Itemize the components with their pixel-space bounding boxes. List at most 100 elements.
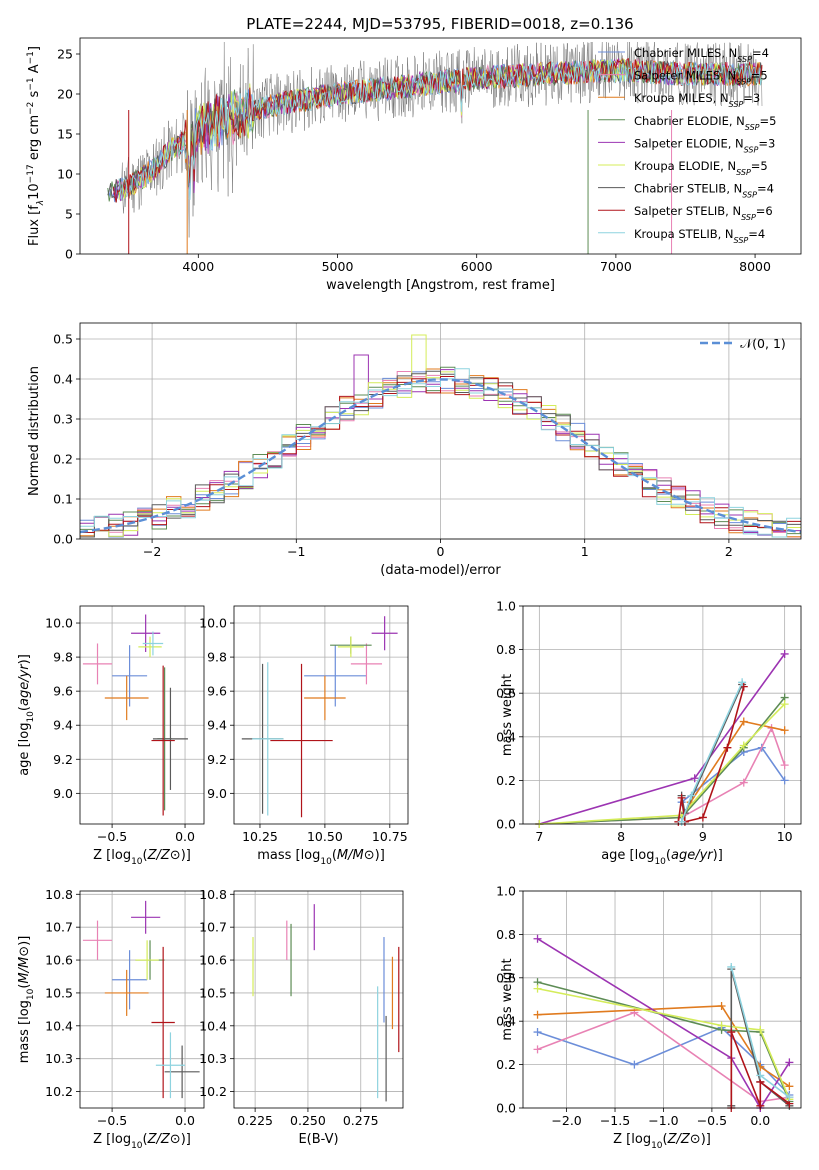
label-part: erg cm bbox=[27, 115, 42, 164]
y-tick-label: 0 bbox=[65, 247, 73, 262]
label-part: =4 bbox=[748, 227, 765, 241]
x-tick-label: −1 bbox=[287, 544, 305, 559]
x-tick-label: 10 bbox=[777, 829, 793, 844]
errorbar-panel: −0.5 0.09.09.29.49.69.810.0Z [log10(Z/Z⊙)… bbox=[17, 605, 205, 867]
label-part: SSP bbox=[736, 77, 751, 86]
label-part: Kroupa MILES, N bbox=[634, 91, 729, 105]
x-tick-label: 4000 bbox=[182, 259, 214, 274]
mass-weight-marker bbox=[780, 700, 789, 709]
label-part: ( bbox=[143, 848, 148, 863]
y-tick-label: 0.4 bbox=[53, 372, 73, 387]
mass-weight-marker bbox=[739, 778, 748, 787]
label-part: Chabrier STELIB, N bbox=[634, 182, 742, 196]
label-part: SSP bbox=[741, 213, 756, 222]
label-part: Salpeter ELODIE, N bbox=[634, 136, 744, 150]
y-tick-label: 9.4 bbox=[53, 718, 73, 733]
label-part: =5 bbox=[751, 69, 768, 83]
label-part: Z [log bbox=[93, 848, 131, 863]
x-tick-label: 9 bbox=[699, 829, 707, 844]
mass-weight-line bbox=[539, 697, 786, 825]
mass-weight-marker bbox=[785, 1082, 794, 1091]
y-tick-label: 20 bbox=[57, 87, 73, 102]
mass-weight-marker bbox=[717, 1021, 726, 1030]
legend-entry: Salpeter ELODIE, NSSP=3 bbox=[634, 136, 775, 154]
x-tick-label: 10.75 bbox=[372, 829, 408, 844]
x-tick-label: 5000 bbox=[322, 259, 354, 274]
mass-weight-line bbox=[537, 981, 791, 1102]
label-part: −1 bbox=[26, 51, 36, 64]
y-axis-label: Normed distribution bbox=[27, 366, 42, 496]
mass-weight-marker bbox=[739, 741, 748, 750]
y-tick-label: 9.8 bbox=[207, 650, 227, 665]
label-part: Flux [f bbox=[27, 205, 42, 246]
y-tick-label: 0.8 bbox=[496, 642, 516, 657]
mass-weight-marker bbox=[533, 1010, 542, 1019]
legend-entry: Chabrier MILES, NSSP=4 bbox=[634, 46, 769, 64]
y-tick-label: 10.3 bbox=[45, 1051, 73, 1066]
x-tick-label: −2 bbox=[143, 544, 161, 559]
label-part: 10 bbox=[320, 857, 332, 867]
y-tick-label: 15 bbox=[57, 127, 73, 142]
label-part: 10 bbox=[26, 711, 36, 723]
y-tick-label: 9.2 bbox=[207, 752, 227, 767]
y-tick-label: 10 bbox=[57, 167, 73, 182]
x-tick-label: 2 bbox=[725, 544, 733, 559]
label-part: SSP bbox=[729, 100, 744, 109]
label-part: ( bbox=[666, 848, 671, 863]
y-tick-label: 10.5 bbox=[199, 985, 227, 1000]
label-part: =3 bbox=[743, 91, 760, 105]
x-axis-label: (data-model)/error bbox=[380, 563, 501, 578]
y-axis-label: mass weight bbox=[500, 958, 515, 1040]
y-tick-label: 9.6 bbox=[53, 684, 73, 699]
mass-weight-marker bbox=[690, 774, 699, 783]
mass-weight-marker bbox=[533, 984, 542, 993]
legend-entry: 𝒩(0, 1) bbox=[740, 336, 786, 351]
label-part: Salpeter MILES, N bbox=[634, 69, 736, 83]
mass-weight-line bbox=[537, 938, 791, 1110]
y-tick-label: 10.3 bbox=[199, 1051, 227, 1066]
x-axis-label: wavelength [Angstrom, rest frame] bbox=[326, 278, 555, 293]
y-axis-label: mass [log10(M/M⊙)] bbox=[17, 936, 36, 1064]
y-tick-label: 10.6 bbox=[45, 953, 73, 968]
mass-weight-marker bbox=[785, 1058, 794, 1067]
y-tick-label: 10.6 bbox=[199, 953, 227, 968]
legend-entry: Salpeter STELIB, NSSP=6 bbox=[634, 204, 773, 222]
y-tick-label: 10.8 bbox=[199, 887, 227, 902]
y-tick-label: 0.6 bbox=[496, 686, 516, 701]
label-part: 10 bbox=[131, 857, 143, 867]
label-part: age/yr bbox=[671, 848, 714, 863]
mass-weight-line bbox=[537, 1011, 790, 1103]
label-part: ( bbox=[143, 1132, 148, 1147]
label-part: 10 bbox=[131, 1141, 143, 1151]
x-tick-label: 1 bbox=[581, 544, 589, 559]
y-tick-label: 10.4 bbox=[199, 1018, 227, 1033]
label-part: −17 bbox=[26, 164, 36, 183]
mass-weight-marker bbox=[738, 678, 747, 687]
y-tick-label: 10.4 bbox=[45, 1018, 73, 1033]
x-tick-label: 0.225 bbox=[237, 1113, 273, 1128]
mass-weight-line bbox=[537, 1005, 790, 1087]
y-tick-label: 10.2 bbox=[45, 1084, 73, 1099]
label-part: ] bbox=[27, 46, 42, 51]
y-tick-label: 0.1 bbox=[53, 492, 73, 507]
y-tick-label: 10.0 bbox=[199, 616, 227, 631]
mass-weight-marker bbox=[780, 649, 789, 658]
y-tick-label: 0.2 bbox=[496, 773, 516, 788]
label-part: s bbox=[27, 90, 42, 101]
y-tick-label: 0.3 bbox=[53, 412, 73, 427]
x-tick-label: −1.0 bbox=[648, 1113, 678, 1128]
y-tick-label: 1.0 bbox=[496, 884, 516, 899]
y-axis-label: age [log10(age/yr)] bbox=[17, 654, 36, 776]
y-tick-label: 10.5 bbox=[45, 985, 73, 1000]
plot-frame bbox=[522, 890, 802, 1109]
y-tick-label: 5 bbox=[65, 207, 73, 222]
label-part: =4 bbox=[757, 182, 774, 196]
label-part: ( bbox=[332, 848, 337, 863]
x-axis-label: E(B-V) bbox=[298, 1132, 338, 1147]
spectrum-panel: 4000 5000 6000 7000 8000 0 5 10 15 20 25 Chabrier M… bbox=[26, 37, 802, 293]
label-part: )] bbox=[375, 848, 385, 863]
plot-frame bbox=[79, 37, 802, 255]
y-tick-label: 10.7 bbox=[45, 920, 73, 935]
label-part: mass [log bbox=[257, 848, 320, 863]
y-tick-label: 9.6 bbox=[207, 684, 227, 699]
